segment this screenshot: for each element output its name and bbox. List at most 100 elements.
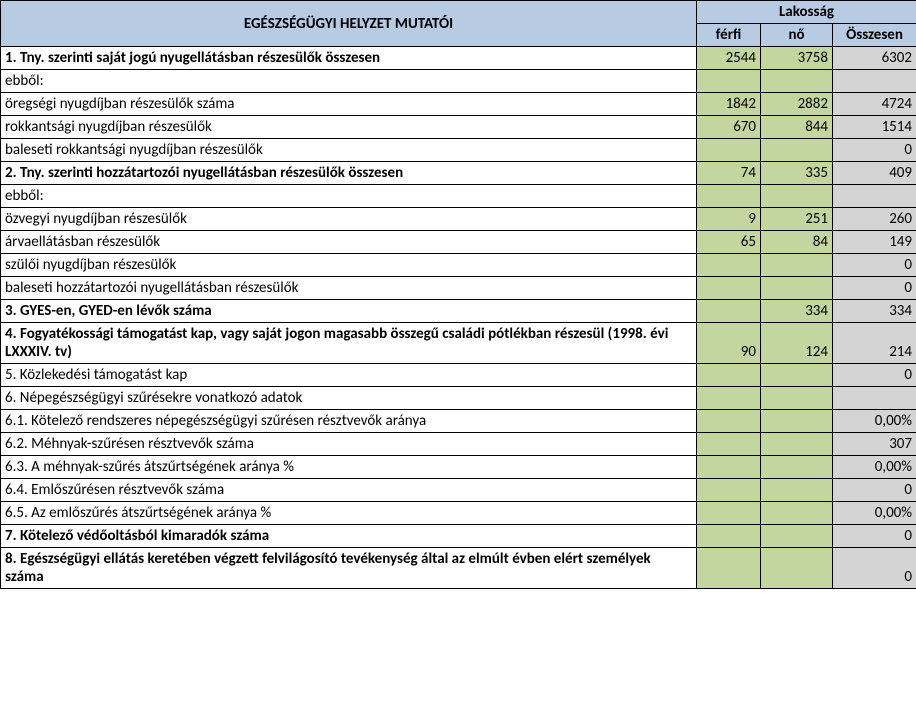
table-row: öregségi nyugdíjban részesülők száma1842… [1, 93, 916, 116]
table-row: szülői nyugdíjban részesülők 0 [1, 254, 916, 277]
table-row: baleseti rokkantsági nyugdíjban részesül… [1, 139, 916, 162]
cell-osszesen: 0 [833, 364, 916, 387]
table-row: özvegyi nyugdíjban részesülők9251260 [1, 208, 916, 231]
cell-ferfi: 74 [697, 162, 761, 185]
table-row: 6.1. Kötelező rendszeres népegészségügyi… [1, 410, 916, 433]
table-row: baleseti hozzátartozói nyugellátásban ré… [1, 277, 916, 300]
cell-ferfi: 1842 [697, 93, 761, 116]
cell-no [761, 502, 833, 525]
table-row: 6. Népegészségügyi szűrésekre vonatkozó … [1, 387, 916, 410]
table-row: 6.5. Az emlőszűrés átszűrtségének aránya… [1, 502, 916, 525]
cell-ferfi [697, 300, 761, 323]
table-row: 1. Tny. szerinti saját jogú nyugellátásb… [1, 47, 916, 70]
cell-osszesen [833, 387, 916, 410]
cell-no: 335 [761, 162, 833, 185]
cell-ferfi [697, 502, 761, 525]
cell-no: 3758 [761, 47, 833, 70]
cell-osszesen: 0 [833, 277, 916, 300]
cell-osszesen: 0 [833, 525, 916, 548]
row-label: 6.1. Kötelező rendszeres népegészségügyi… [1, 410, 697, 433]
cell-no [761, 139, 833, 162]
cell-no: 2882 [761, 93, 833, 116]
row-label: rokkantsági nyugdíjban részesülők [1, 116, 697, 139]
cell-osszesen: 260 [833, 208, 916, 231]
table-row: 4. Fogyatékossági támogatást kap, vagy s… [1, 323, 916, 364]
cell-ferfi [697, 185, 761, 208]
cell-ferfi [697, 277, 761, 300]
row-label: 6.2. Méhnyak-szűrésen résztvevők száma [1, 433, 697, 456]
cell-no: 334 [761, 300, 833, 323]
row-label: 6.5. Az emlőszűrés átszűrtségének aránya… [1, 502, 697, 525]
cell-no: 844 [761, 116, 833, 139]
row-label: árvaellátásban részesülők [1, 231, 697, 254]
table-header-row-top: EGÉSZSÉGÜGYI HELYZET MUTATÓI Lakosság [1, 1, 916, 24]
cell-osszesen: 6302 [833, 47, 916, 70]
header-group: Lakosság [697, 1, 916, 24]
cell-ferfi [697, 387, 761, 410]
row-label: 6.3. A méhnyak-szűrés átszűrtségének ará… [1, 456, 697, 479]
cell-ferfi [697, 254, 761, 277]
cell-ferfi [697, 410, 761, 433]
cell-ferfi [697, 364, 761, 387]
cell-ferfi [697, 479, 761, 502]
cell-no [761, 479, 833, 502]
row-label: ebből: [1, 185, 697, 208]
table-row: ebből: [1, 185, 916, 208]
cell-osszesen [833, 185, 916, 208]
cell-no [761, 456, 833, 479]
health-indicators-table: EGÉSZSÉGÜGYI HELYZET MUTATÓI Lakosság fé… [0, 0, 916, 589]
cell-osszesen: 334 [833, 300, 916, 323]
row-label: ebből: [1, 70, 697, 93]
cell-no: 251 [761, 208, 833, 231]
cell-ferfi: 9 [697, 208, 761, 231]
table-row: 3. GYES-en, GYED-en lévők száma 334334 [1, 300, 916, 323]
cell-ferfi [697, 456, 761, 479]
row-label: baleseti hozzátartozói nyugellátásban ré… [1, 277, 697, 300]
cell-ferfi: 65 [697, 231, 761, 254]
cell-osszesen: 0 [833, 479, 916, 502]
table-body: 1. Tny. szerinti saját jogú nyugellátásb… [1, 47, 916, 589]
header-col-ferfi: férfi [697, 24, 761, 47]
cell-ferfi: 670 [697, 116, 761, 139]
cell-ferfi [697, 139, 761, 162]
row-label: 3. GYES-en, GYED-en lévők száma [1, 300, 697, 323]
cell-no: 124 [761, 323, 833, 364]
table-row: 6.2. Méhnyak-szűrésen résztvevők száma30… [1, 433, 916, 456]
cell-osszesen: 0,00% [833, 456, 916, 479]
row-label: 5. Közlekedési támogatást kap [1, 364, 697, 387]
table-row: árvaellátásban részesülők6584149 [1, 231, 916, 254]
cell-osszesen: 214 [833, 323, 916, 364]
table-row: 6.3. A méhnyak-szűrés átszűrtségének ará… [1, 456, 916, 479]
table-row: 8. Egészségügyi ellátás keretében végzet… [1, 548, 916, 589]
cell-osszesen: 0 [833, 254, 916, 277]
row-label: 8. Egészségügyi ellátás keretében végzet… [1, 548, 697, 589]
cell-ferfi: 2544 [697, 47, 761, 70]
header-col-ossz: Összesen [833, 24, 916, 47]
row-label: baleseti rokkantsági nyugdíjban részesül… [1, 139, 697, 162]
row-label: 6.4. Emlőszűrésen résztvevők száma [1, 479, 697, 502]
cell-no [761, 254, 833, 277]
row-label: 7. Kötelező védőoltásból kimaradók száma [1, 525, 697, 548]
row-label: 2. Tny. szerinti hozzátartozói nyugellát… [1, 162, 697, 185]
header-title: EGÉSZSÉGÜGYI HELYZET MUTATÓI [1, 1, 697, 47]
cell-no [761, 410, 833, 433]
cell-no [761, 433, 833, 456]
row-label: szülői nyugdíjban részesülők [1, 254, 697, 277]
cell-ferfi: 90 [697, 323, 761, 364]
cell-osszesen: 409 [833, 162, 916, 185]
cell-osszesen: 149 [833, 231, 916, 254]
cell-no [761, 548, 833, 589]
row-label: özvegyi nyugdíjban részesülők [1, 208, 697, 231]
cell-osszesen: 0 [833, 139, 916, 162]
table-row: ebből: [1, 70, 916, 93]
cell-no [761, 525, 833, 548]
cell-osszesen [833, 70, 916, 93]
row-label: 6. Népegészségügyi szűrésekre vonatkozó … [1, 387, 697, 410]
cell-osszesen: 1514 [833, 116, 916, 139]
cell-no [761, 277, 833, 300]
row-label: öregségi nyugdíjban részesülők száma [1, 93, 697, 116]
table-row: rokkantsági nyugdíjban részesülők6708441… [1, 116, 916, 139]
cell-ferfi [697, 433, 761, 456]
cell-no: 84 [761, 231, 833, 254]
cell-no [761, 70, 833, 93]
